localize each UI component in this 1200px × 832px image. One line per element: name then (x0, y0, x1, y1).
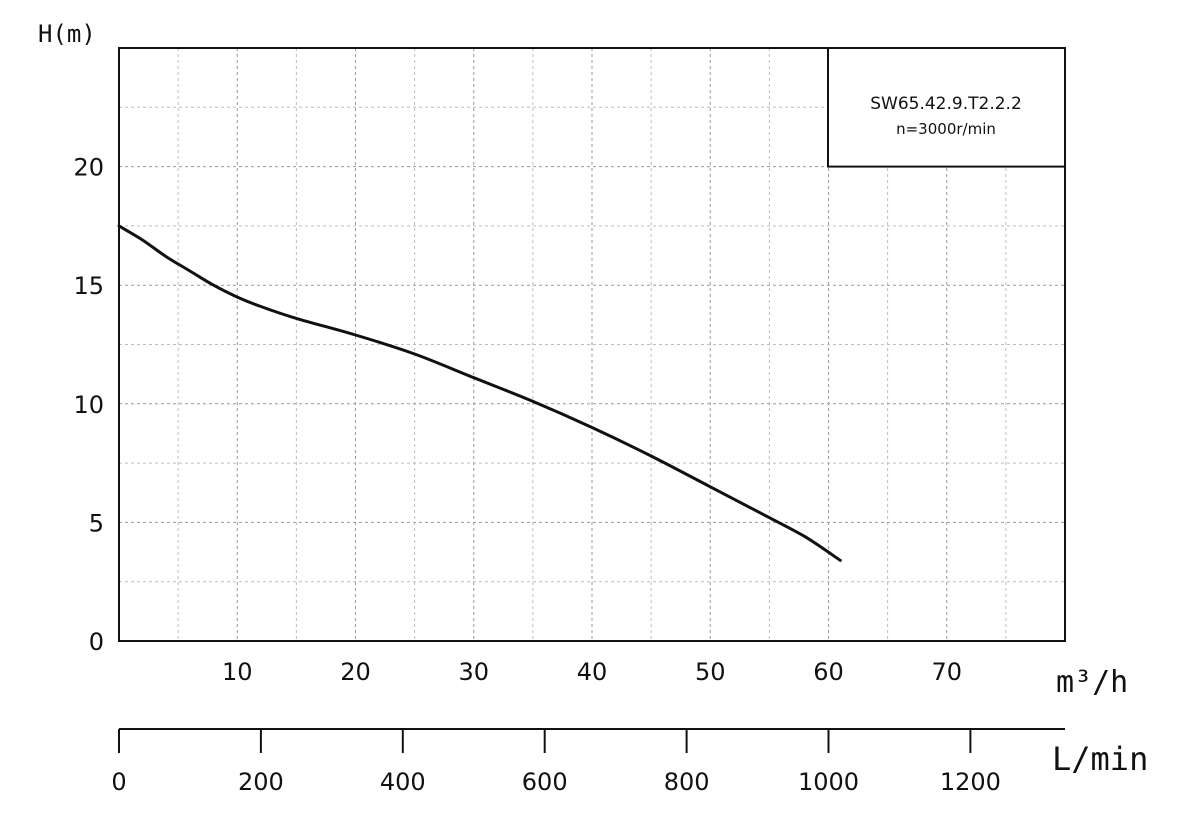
x-tick-label: 20 (340, 658, 371, 686)
x-tick-label: 60 (813, 658, 844, 686)
y-axis-label: H(m) (38, 20, 96, 48)
secondary-x-axis: 0 200 400 600 800 1000 1200 (111, 728, 1065, 796)
secondary-x-tick-label: 600 (522, 768, 568, 796)
legend-box: SW65.42.9.T2.2.2 n=3000r/min (827, 47, 1066, 168)
x-tick-labels: 10 20 30 40 50 60 70 (222, 658, 962, 686)
y-tick-label: 0 (89, 628, 104, 656)
x-tick-label: 50 (695, 658, 726, 686)
plot-frame (118, 47, 1066, 642)
secondary-x-tick-label: 1200 (940, 768, 1001, 796)
series-line (117, 224, 842, 562)
legend-model-label: SW65.42.9.T2.2.2 (870, 94, 1022, 114)
secondary-x-tick-label: 200 (238, 768, 284, 796)
y-tick-labels: 0 5 10 15 20 (73, 154, 104, 656)
x-tick-label: 30 (458, 658, 489, 686)
x-axis-label: m³/h (1056, 665, 1128, 700)
secondary-x-tick-label: 1000 (798, 768, 859, 796)
secondary-x-tick-label: 400 (380, 768, 426, 796)
legend-rect (827, 47, 1066, 168)
y-tick-label: 15 (73, 272, 104, 300)
y-tick-label: 10 (73, 391, 104, 419)
x-tick-label: 40 (577, 658, 608, 686)
y-tick-label: 20 (73, 154, 104, 182)
x-tick-label: 70 (931, 658, 962, 686)
x-tick-label: 10 (222, 658, 253, 686)
secondary-x-tick-label: 0 (111, 768, 126, 796)
y-tick-label: 5 (89, 509, 104, 537)
secondary-x-axis-label: L/min (1052, 740, 1148, 778)
secondary-x-tick-label: 800 (664, 768, 710, 796)
legend-speed-label: n=3000r/min (896, 120, 996, 138)
